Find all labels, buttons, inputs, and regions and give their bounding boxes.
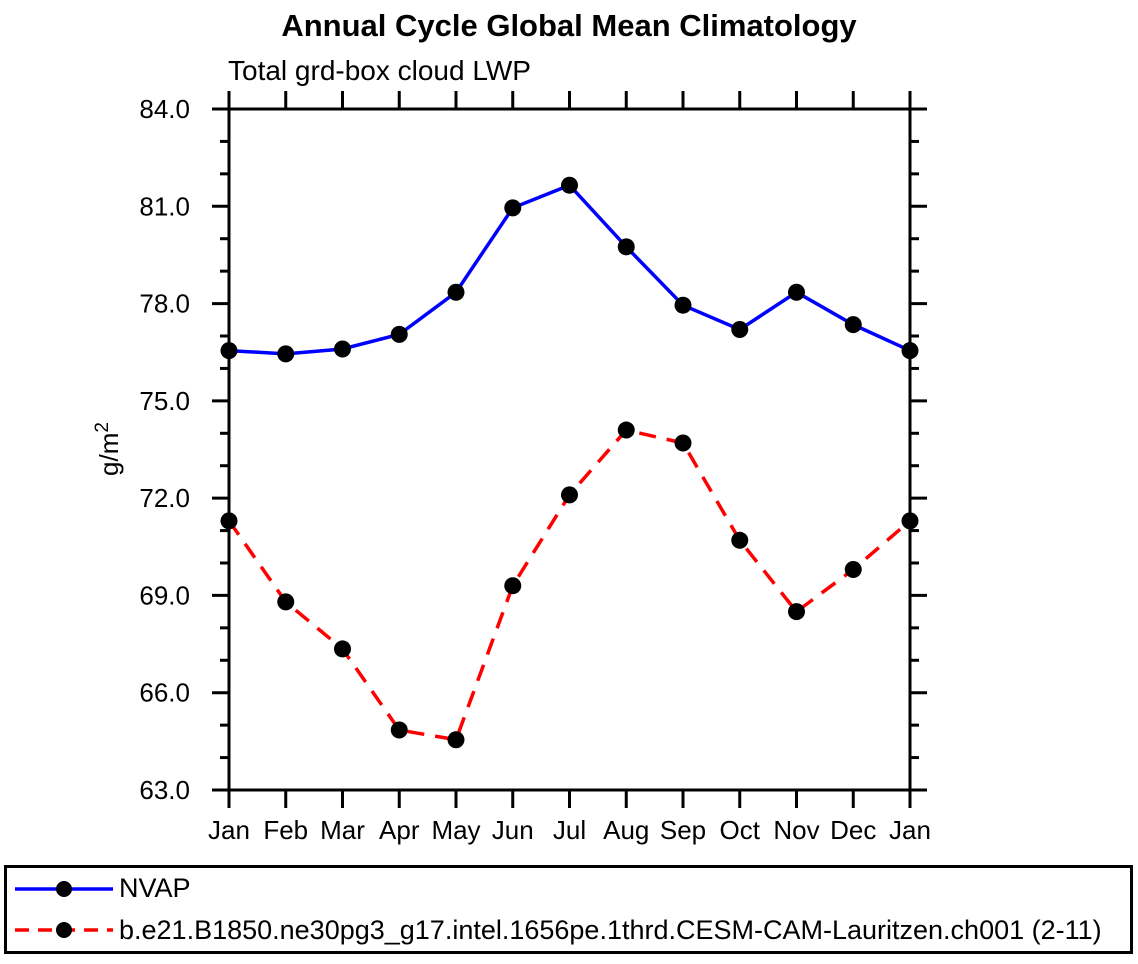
y-tick-label: 63.0	[139, 775, 190, 805]
x-tick-label: Jul	[553, 815, 586, 845]
data-point-marker	[447, 731, 465, 749]
y-tick-label: 78.0	[139, 289, 190, 319]
data-point-marker	[334, 340, 351, 358]
x-tick-label: Aug	[603, 815, 649, 845]
data-point-marker	[731, 531, 749, 549]
data-point-marker	[788, 603, 805, 621]
data-point-marker	[277, 593, 295, 611]
series-line	[228, 183, 911, 356]
x-tick-label: Feb	[263, 815, 308, 845]
series-line	[227, 428, 912, 742]
data-point-marker	[788, 283, 805, 301]
y-tick-label: 84.0	[139, 94, 190, 124]
y-tick-label: 66.0	[139, 678, 190, 708]
x-tick-label: Dec	[830, 815, 876, 845]
x-tick-label: Apr	[379, 815, 420, 845]
x-tick-label: Jan	[889, 815, 931, 845]
x-tick-label: Oct	[720, 815, 761, 845]
chart-subtitle: Total grd-box cloud LWP	[228, 55, 531, 86]
y-tick-label: 75.0	[139, 386, 190, 416]
legend-label-nvap: NVAP	[119, 873, 191, 904]
x-tick-label: Nov	[773, 815, 819, 845]
data-point-marker	[504, 199, 522, 217]
y-axis-title: g/m2	[92, 422, 124, 476]
data-point-marker	[561, 486, 578, 504]
legend-item-model: b.e21.B1850.ne30pg3_g17.intel.1656pe.1th…	[12, 910, 1130, 952]
data-point-marker	[390, 721, 408, 739]
data-point-marker	[901, 512, 919, 530]
chart-legend: NVAP b.e21.B1850.ne30pg3_g17.intel.1656p…	[4, 865, 1133, 954]
model-line-sample	[15, 922, 113, 939]
data-point-marker	[277, 345, 295, 363]
data-point-marker	[220, 342, 238, 360]
data-point-marker	[447, 283, 465, 301]
x-tick-label: Jan	[208, 815, 250, 845]
data-point-marker	[617, 238, 635, 256]
chart-svg: Annual Cycle Global Mean Climatology Tot…	[92, 8, 931, 845]
data-point-marker	[334, 640, 351, 658]
x-tick-label: Sep	[660, 815, 706, 845]
y-tick-label: 72.0	[139, 483, 190, 513]
data-point-marker	[674, 296, 692, 314]
data-point-marker	[617, 421, 635, 439]
legend-label-model: b.e21.B1850.ne30pg3_g17.intel.1656pe.1th…	[119, 914, 1102, 945]
data-point-marker	[674, 434, 692, 452]
data-point-marker	[390, 325, 408, 343]
y-tick-label: 81.0	[139, 191, 190, 221]
x-tick-label: May	[431, 815, 480, 845]
legend-item-nvap: NVAP	[12, 868, 1130, 910]
y-tick-label: 69.0	[139, 580, 190, 610]
data-point-marker	[901, 342, 919, 360]
data-point-marker	[504, 577, 522, 595]
chart-title: Annual Cycle Global Mean Climatology	[281, 8, 857, 43]
data-point-marker	[561, 176, 578, 194]
plot-axes: Jan Feb Mar Apr May Jun Jul Aug Sep Oct Nov Dec Jan 8…	[92, 91, 931, 845]
data-point-marker	[844, 316, 862, 334]
x-tick-label: Jun	[492, 815, 534, 845]
data-point-marker	[731, 321, 749, 339]
nvap-line-sample	[15, 880, 113, 897]
data-series	[220, 176, 919, 749]
data-point-marker	[844, 560, 862, 578]
x-tick-label: Mar	[320, 815, 365, 845]
data-point-marker	[220, 512, 238, 530]
